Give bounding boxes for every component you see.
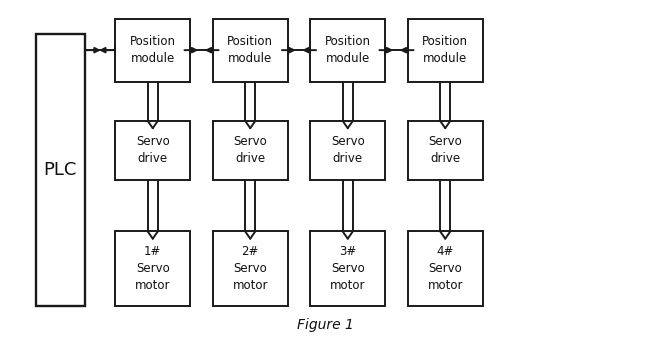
- Bar: [311, 121, 385, 180]
- Bar: [213, 121, 287, 180]
- Text: Position
module: Position module: [227, 35, 273, 65]
- Text: Figure 1: Figure 1: [296, 318, 354, 332]
- Bar: [116, 121, 190, 180]
- Text: Position
module: Position module: [130, 35, 176, 65]
- Text: 2#
Servo
motor: 2# Servo motor: [233, 245, 268, 292]
- Text: Servo
drive: Servo drive: [233, 135, 267, 166]
- Bar: [213, 231, 287, 306]
- Bar: [408, 231, 482, 306]
- Bar: [311, 19, 385, 82]
- Bar: [408, 19, 482, 82]
- Text: Position
module: Position module: [422, 35, 468, 65]
- Bar: [116, 19, 190, 82]
- Text: Servo
drive: Servo drive: [136, 135, 170, 166]
- Text: Servo
drive: Servo drive: [331, 135, 365, 166]
- Bar: [311, 231, 385, 306]
- Text: Servo
drive: Servo drive: [428, 135, 462, 166]
- Text: PLC: PLC: [44, 161, 77, 179]
- Text: 4#
Servo
motor: 4# Servo motor: [428, 245, 463, 292]
- Bar: [116, 231, 190, 306]
- Bar: [213, 19, 287, 82]
- Text: Position
module: Position module: [325, 35, 370, 65]
- Text: 3#
Servo
motor: 3# Servo motor: [330, 245, 365, 292]
- Bar: [36, 34, 84, 306]
- Text: 1#
Servo
motor: 1# Servo motor: [135, 245, 170, 292]
- Bar: [408, 121, 482, 180]
